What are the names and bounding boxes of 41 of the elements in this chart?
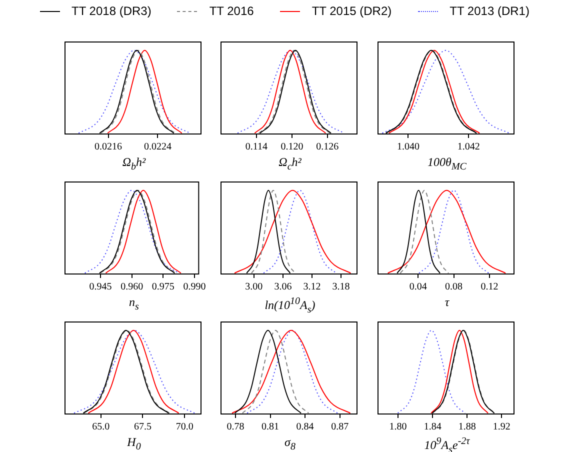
- x-tick-label: 0.945: [89, 282, 112, 293]
- x-tick-label: 1.042: [457, 142, 480, 153]
- x-tick-label: 67.5: [134, 422, 152, 433]
- x-tick-label: 3.00: [245, 282, 263, 293]
- x-tick-label: 3.06: [274, 282, 292, 293]
- x-tick-label: 3.18: [332, 282, 350, 293]
- x-tick-label: 0.81: [262, 422, 280, 433]
- x-axis-title: n$_{s}$: [128, 295, 140, 314]
- legend-label: TT 2016: [209, 4, 254, 18]
- x-axis-title: Ω$_{b}$h²: [121, 155, 147, 174]
- x-tick-label: 0.960: [120, 282, 144, 293]
- x-tick-label: 0.12: [480, 282, 498, 293]
- legend-label: TT 2018 (DR3): [72, 4, 152, 18]
- x-axis-title: τ: [444, 295, 450, 309]
- x-tick-label: 1.040: [396, 142, 420, 153]
- x-tick-label: 0.87: [331, 422, 349, 433]
- x-axis-title: ln(10$^{10}$A$_{s}$): [264, 295, 316, 318]
- x-axis-title: Ω$_{c}$h²: [278, 155, 302, 174]
- x-axis-title: σ$_{8}$: [284, 435, 296, 452]
- x-axis-title: 100θ$_{MC}$: [426, 155, 468, 174]
- x-tick-label: 0.0224: [144, 142, 172, 153]
- x-tick-label: 0.990: [183, 282, 206, 293]
- x-tick-label: 0.126: [316, 142, 339, 153]
- legend-label: TT 2015 (DR2): [312, 4, 392, 18]
- x-tick-label: 70.0: [176, 422, 194, 433]
- x-tick-label: 0.975: [152, 282, 174, 293]
- x-tick-label: 0.04: [409, 282, 427, 293]
- x-tick-label: 1.88: [458, 422, 476, 433]
- x-tick-label: 0.78: [226, 422, 244, 433]
- x-tick-label: 0.120: [280, 142, 304, 153]
- x-tick-label: 0.0216: [94, 142, 122, 153]
- x-tick-label: 0.84: [296, 422, 314, 433]
- x-tick-label: 0.08: [445, 282, 463, 293]
- x-tick-label: 1.80: [389, 422, 407, 433]
- x-axis-title: H$_{0}$: [126, 435, 142, 452]
- x-tick-label: 1.92: [492, 422, 510, 433]
- x-tick-label: 65.0: [92, 422, 110, 433]
- x-tick-label: 0.114: [245, 142, 268, 153]
- x-tick-label: 3.12: [303, 282, 321, 293]
- x-tick-label: 1.84: [424, 422, 442, 433]
- legend-label: TT 2013 (DR1): [450, 4, 530, 18]
